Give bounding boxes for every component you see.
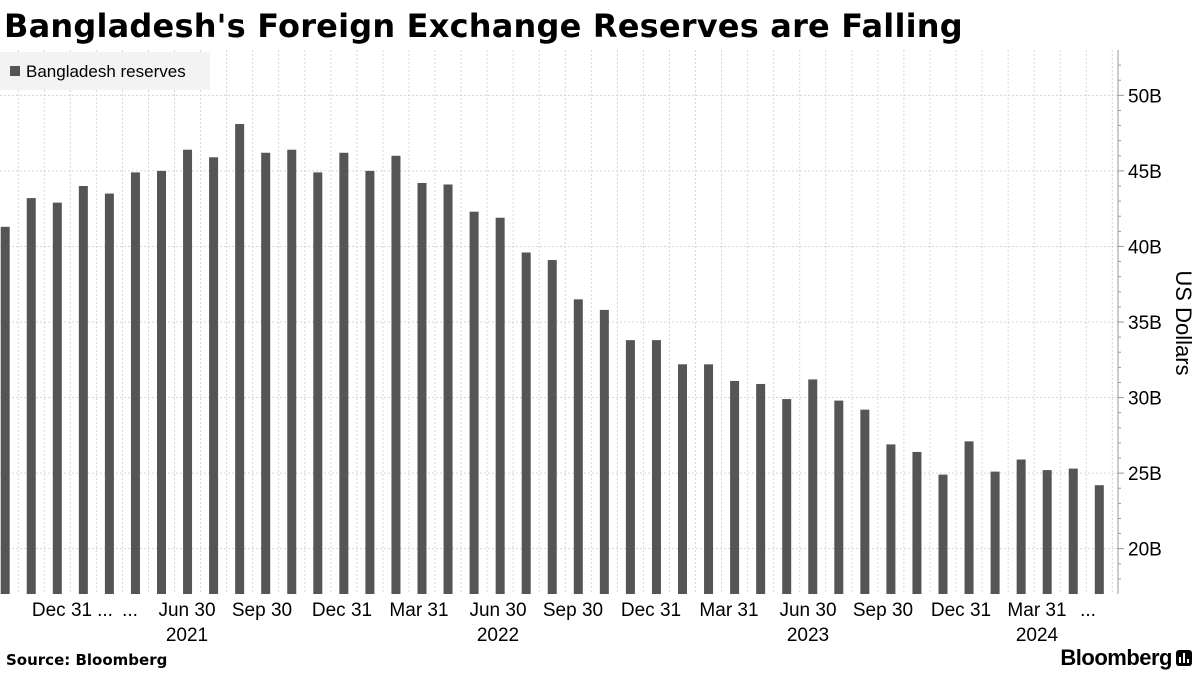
grid-lines [0,50,1118,594]
bars [0,124,1104,595]
bloomberg-logo: Bloomberg [1060,645,1192,671]
bar [860,409,870,594]
bar [1094,485,1104,594]
bar [130,172,140,594]
x-tick-label: Jun 30 [469,600,526,621]
bar [782,399,792,594]
x-year-label: 2024 [1016,625,1059,646]
legend-background [0,52,210,90]
y-axis-ticks: 20B 25B 30B 35B 40B 45B 50B [1118,64,1162,580]
x-tick-label: Sep 30 [543,600,603,621]
y-tick-label: 40B [1128,237,1162,258]
bar [391,155,401,594]
x-tick-label: Dec 31 [32,600,92,621]
bar [834,400,844,594]
y-tick-label: 45B [1128,162,1162,183]
x-tick-label: ... [122,600,138,621]
bar [287,149,297,594]
y-axis-title: US Dollars [1171,270,1196,375]
y-tick-label: 30B [1128,389,1162,410]
x-tick-label: Mar 31 [699,600,758,621]
x-year-label: 2021 [166,625,208,646]
bar [651,340,661,594]
bar [183,149,193,594]
bar [417,182,427,594]
y-tick-label: 20B [1128,540,1162,561]
bar [365,170,375,594]
y-tick-label: 35B [1128,313,1162,334]
bar [912,451,922,594]
y-tick-label: 25B [1128,464,1162,485]
x-tick-label: Dec 31 [931,600,991,621]
x-tick-label: Jun 30 [779,600,836,621]
bar [1016,459,1026,594]
bloomberg-chart-icon [1176,650,1192,666]
bar [339,152,349,594]
bar [599,309,609,594]
y-tick-label: 50B [1128,86,1162,107]
bar [209,157,219,595]
bar [78,186,88,594]
x-tick-label: Jun 30 [158,600,215,621]
bar [573,299,583,594]
bar [313,172,323,594]
bar [521,252,531,594]
source-note: Source: Bloomberg [6,651,168,669]
bar [1068,468,1078,594]
x-tick-label: Mar 31 [389,600,448,621]
x-tick-label: Dec 31 [312,600,372,621]
bar [704,364,714,594]
bar [808,379,818,594]
x-year-label: 2022 [477,625,519,646]
legend-label-bangladesh-reserves: Bangladesh reserves [26,62,186,81]
bar [938,474,948,594]
bar [990,471,1000,594]
bar [443,184,453,594]
bar [104,193,114,595]
legend: Bangladesh reserves [0,52,210,90]
x-tick-label: ... [97,600,113,621]
bar [886,444,896,594]
bloomberg-logo-text: Bloomberg [1060,645,1172,670]
bar [547,260,557,594]
bar [157,170,166,594]
bar [469,211,479,594]
bar [678,364,687,594]
bar [730,380,740,594]
x-year-label: 2023 [787,625,829,646]
bar [52,202,62,594]
x-tick-label: Mar 31 [1007,600,1066,621]
bar [625,340,635,594]
bar [235,124,245,595]
x-tick-label: Sep 30 [853,600,913,621]
bar [495,217,505,594]
x-tick-label: ... [1080,600,1096,621]
x-tick-label: Dec 31 [621,600,681,621]
bar [1042,470,1052,594]
bar [26,198,36,595]
bar [261,152,271,594]
chart-title: Bangladesh's Foreign Exchange Reserves a… [4,7,963,45]
bar [0,226,10,595]
legend-swatch-bangladesh-reserves [10,66,20,76]
bar [964,441,974,594]
x-tick-label: Sep 30 [232,600,292,621]
x-axis-ticks: Dec 31...... Jun 30 Sep 30 Dec 31 Mar 31 Jun … [32,600,1096,646]
bar [756,383,766,594]
